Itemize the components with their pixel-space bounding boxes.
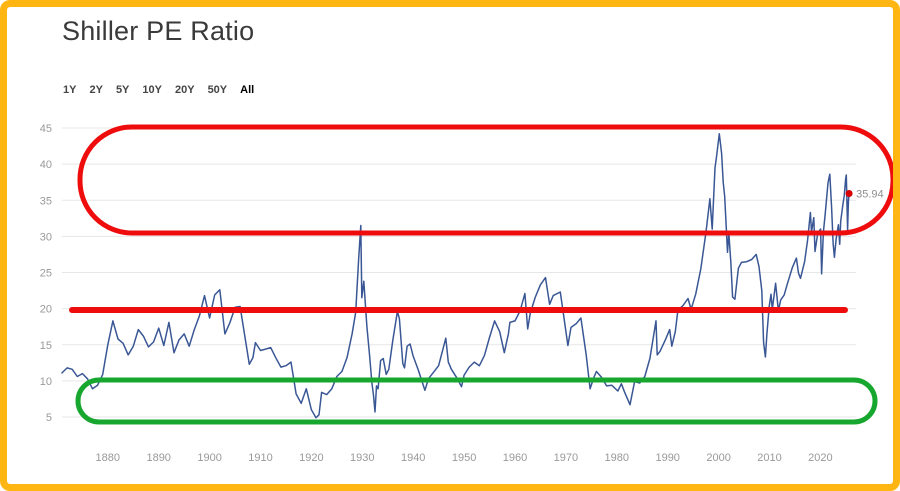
x-axis-label: 1980 bbox=[605, 452, 629, 464]
x-axis-label: 1990 bbox=[655, 452, 679, 464]
x-axis-label: 1890 bbox=[146, 452, 170, 464]
range-button-50y[interactable]: 50Y bbox=[207, 84, 228, 96]
range-button-2y[interactable]: 2Y bbox=[89, 84, 103, 96]
x-axis-label: 1880 bbox=[96, 452, 120, 464]
range-button-all[interactable]: All bbox=[240, 84, 255, 96]
annotation-overvalued-zone-circle bbox=[77, 124, 896, 236]
x-axis-label: 1900 bbox=[197, 452, 221, 464]
y-axis-label: 20 bbox=[40, 304, 52, 316]
pe-ratio-line bbox=[61, 133, 850, 419]
y-axis-label: 45 bbox=[40, 123, 52, 135]
y-axis-label: 15 bbox=[40, 340, 52, 352]
x-axis-label: 1930 bbox=[350, 452, 374, 464]
x-axis-label: 1970 bbox=[554, 452, 578, 464]
y-axis-label: 5 bbox=[46, 412, 52, 424]
x-axis-label: 1950 bbox=[452, 452, 476, 464]
y-axis-label: 35 bbox=[40, 195, 52, 207]
range-button-10y[interactable]: 10Y bbox=[142, 84, 162, 96]
current-value-dot bbox=[845, 190, 853, 197]
range-selector: 1Y 2Y 5Y 10Y 20Y 50Y All bbox=[63, 84, 254, 96]
annotation-undervalued-zone-circle bbox=[75, 377, 878, 425]
x-axis-label: 2010 bbox=[757, 452, 781, 464]
y-axis-label: 30 bbox=[40, 231, 52, 243]
x-axis-label: 2000 bbox=[706, 452, 730, 464]
y-axis-label: 10 bbox=[40, 376, 52, 388]
x-axis-label: 1920 bbox=[299, 452, 323, 464]
current-value-label: 35.94 bbox=[856, 189, 884, 201]
range-button-1y[interactable]: 1Y bbox=[63, 84, 77, 96]
y-axis-label: 25 bbox=[40, 268, 52, 280]
range-button-20y[interactable]: 20Y bbox=[174, 84, 195, 96]
x-axis-label: 1960 bbox=[503, 452, 527, 464]
y-axis-label: 40 bbox=[40, 159, 52, 171]
x-axis-label: 2020 bbox=[808, 452, 832, 464]
range-button-5y[interactable]: 5Y bbox=[115, 84, 130, 96]
page-title: Shiller PE Ratio bbox=[62, 16, 255, 46]
x-axis-label: 1940 bbox=[401, 452, 425, 464]
x-axis-label: 1910 bbox=[248, 452, 272, 464]
